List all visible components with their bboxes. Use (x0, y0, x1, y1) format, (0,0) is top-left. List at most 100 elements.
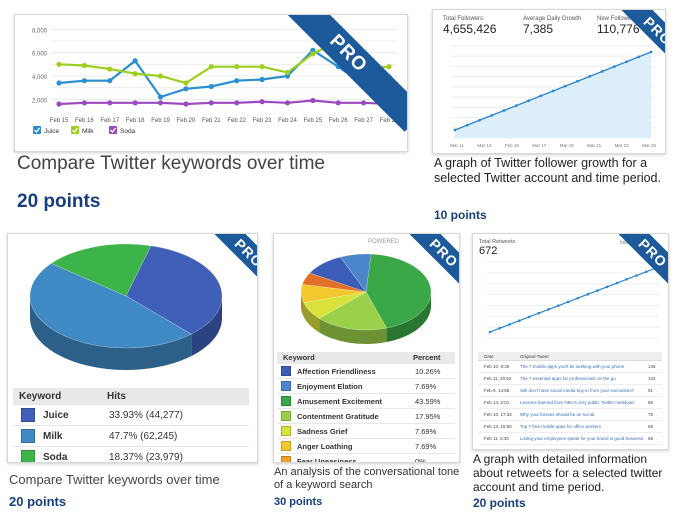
x-tick-label: Feb 27 (354, 118, 373, 124)
color-swatch (281, 396, 291, 406)
x-tick-label: Feb 28 (380, 118, 399, 124)
check-icon (34, 127, 41, 133)
data-point (465, 123, 469, 127)
data-point (615, 281, 619, 285)
retweet-row[interactable]: Feb 13, 16:55 Top 7 free mobile apps for … (478, 421, 662, 433)
retweet-row[interactable]: Feb 11, 6:30 Listing your employees speak… (478, 433, 662, 445)
tone-table-row: Enjoyment Elation 7.69% (277, 379, 455, 394)
retweet-row[interactable]: Feb 11, 20:52 The 7 essential apps for pr… (478, 373, 662, 385)
data-point (157, 100, 164, 106)
x-tick-label: Feb 18 (126, 118, 145, 124)
data-point (183, 86, 189, 92)
x-tick-label: Feb 16 (75, 118, 94, 124)
retweet-row[interactable]: Feb 10, 17:32 Why your bosses should be o… (478, 409, 662, 421)
series-line-soda (58, 99, 390, 106)
series-line-juice (58, 48, 390, 99)
tone-pie-slice (318, 291, 388, 331)
retweet-count: 85 (648, 400, 654, 405)
x-tick-label: Feb 25 (304, 118, 323, 124)
x-tick-label: Feb 15 (50, 118, 69, 124)
legend-label: Soda (120, 128, 136, 135)
stat-average-daily-growth: Average Daily Growth 7,385 (523, 16, 582, 36)
card2-points: 10 points (434, 208, 487, 222)
x-tick-label: Mar 25 (642, 143, 657, 148)
keywords-pie-chart (29, 243, 223, 370)
data-point (566, 300, 570, 304)
keywords-pie-card[interactable]: Keyword Hits Juice 33.93% (44,277) Milk … (7, 233, 258, 463)
follower-growth-card[interactable]: Total Followers: 4,655,426 Average Daily… (432, 9, 666, 154)
card4-desc[interactable]: An analysis of the conversational tone o… (274, 466, 460, 491)
tone-keyword: Amusement Excitement (297, 396, 383, 406)
tone-keyword: Enjoyment Elation (297, 381, 363, 391)
data-point (557, 304, 560, 307)
tone-keyword: Affection Friendliness (297, 366, 376, 376)
x-tick-label: Feb 21 (202, 118, 221, 124)
keywords-line-chart-card[interactable]: 8,000 6,000 4,000 2,000 Feb 15 Feb 16 Feb 17 Fe… (14, 14, 408, 152)
tone-percent: 17.95% (415, 411, 441, 421)
retweets-chart (487, 261, 659, 339)
x-tick-label: Feb 20 (177, 118, 196, 124)
keywords-line-chart: 8,000 6,000 4,000 2,000 Feb 15 Feb 16 Feb 17 Fe… (32, 28, 399, 135)
retweet-row[interactable]: Feb 9, 14:55 Still don't have social medi… (478, 385, 662, 397)
tone-pie-slice (365, 253, 432, 329)
retweet-row[interactable]: Feb 10, 8:35 The 7 mobile apps you'll be … (478, 361, 662, 373)
data-point (132, 100, 138, 106)
data-point (310, 51, 316, 57)
data-point (284, 100, 291, 106)
x-tick-label: Feb 17 (100, 118, 119, 124)
tone-table-row: Sadness Grief 7.69% (277, 424, 455, 439)
data-point (81, 62, 87, 69)
tone-pie-side (386, 292, 431, 343)
tone-table-header: Keyword Percent (277, 352, 455, 364)
tone-table-row: Anger Loathing 7.69% (277, 439, 455, 454)
retweet-text: Why your bosses should be on social (520, 412, 595, 417)
card5-desc[interactable]: A graph with detailed information about … (473, 452, 663, 494)
x-tick-label: Mar 23 (615, 143, 630, 148)
check-icon (72, 127, 79, 133)
data-point (56, 80, 62, 86)
legend-row-soda: Soda 18.37% (23,979) (13, 447, 249, 462)
x-tick-label: Feb 23 (253, 118, 272, 124)
data-point (527, 99, 530, 103)
retweet-row[interactable]: Feb 14, 2:01 Lessons learned from NBA's v… (478, 397, 662, 409)
card4-points: 30 points (274, 496, 323, 508)
card3-title[interactable]: Compare Twitter keywords over time (9, 472, 220, 487)
data-point (208, 83, 214, 90)
y-tick-label: 2,000 (32, 98, 48, 104)
data-point (637, 55, 641, 59)
data-point (490, 113, 494, 117)
data-point (259, 64, 265, 70)
card2-desc[interactable]: A graph of Twitter follower growth for a… (434, 156, 661, 185)
x-tick-label: Mar 11 (450, 143, 464, 148)
retweet-date: Feb 14, 2:01 (484, 400, 510, 405)
retweet-date: Feb 10, 8:35 (484, 364, 510, 369)
data-point (517, 319, 521, 323)
data-point (310, 97, 316, 104)
data-point (132, 71, 138, 77)
data-point (514, 104, 518, 108)
area-fill (455, 52, 651, 138)
color-swatch (21, 408, 35, 422)
data-point (183, 101, 189, 107)
tone-analysis-card[interactable]: POWERED Keyword Percent Affection Friend… (273, 233, 460, 463)
x-tick-label: Mar 17 (532, 143, 547, 148)
retweets-card[interactable]: Total Retweets 672 Internal Date Origina… (472, 233, 669, 450)
retweet-count: 75 (648, 412, 654, 417)
stat-new-followers: New Followers 110,776 (597, 16, 640, 36)
data-point (563, 84, 567, 88)
legend-row-juice: Juice 33.93% (44,277) (13, 405, 249, 426)
data-point (157, 94, 164, 100)
data-point (478, 118, 481, 122)
x-tick-label: Feb 26 (329, 118, 348, 124)
tone-pie-slice (309, 256, 367, 293)
retweet-date: Feb 9, 14:55 (484, 388, 510, 393)
retweet-date: Feb 11, 20:52 (484, 376, 512, 381)
x-tick-label: Feb 24 (278, 118, 297, 124)
tone-legend-table: Keyword Percent Affection Friendliness 10… (277, 352, 455, 462)
retweet-count: 102 (648, 376, 656, 381)
color-swatch (281, 456, 291, 462)
card1-title[interactable]: Compare Twitter keywords over time (17, 153, 325, 174)
retweet-line (489, 267, 657, 333)
legend-label: Milk (82, 128, 94, 135)
color-swatch (281, 411, 291, 421)
